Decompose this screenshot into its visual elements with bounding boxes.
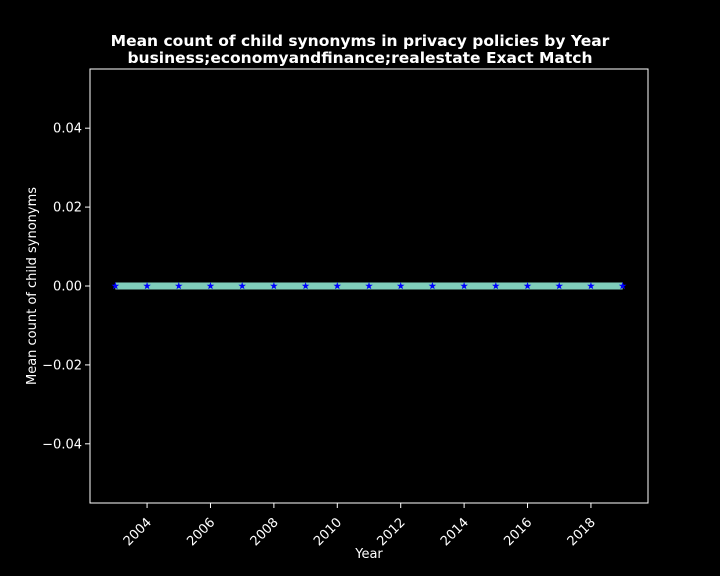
chart-subtitle: business;economyandfinance;realestate Ex… bbox=[127, 49, 593, 67]
x-axis-label: Year bbox=[354, 547, 383, 562]
x-tick-label: 2018 bbox=[565, 515, 599, 549]
data-point-star bbox=[365, 282, 373, 290]
data-point-star bbox=[143, 282, 151, 290]
data-point-star bbox=[270, 282, 278, 290]
chart-title: Mean count of child synonyms in privacy … bbox=[110, 32, 610, 50]
data-point-star bbox=[206, 282, 215, 290]
x-tick-label: 2016 bbox=[501, 515, 535, 549]
data-point-star bbox=[587, 282, 595, 290]
y-tick-label: 0.04 bbox=[53, 122, 82, 137]
y-axis: 0.04 0.02 0.00 −0.02 −0.04 bbox=[42, 122, 90, 452]
y-tick-label: 0.02 bbox=[53, 201, 82, 216]
data-point-star bbox=[460, 282, 468, 290]
data-point-star bbox=[428, 282, 437, 290]
data-point-star bbox=[396, 282, 405, 290]
data-point-star bbox=[492, 282, 500, 290]
series-layer bbox=[111, 282, 627, 290]
data-point-star bbox=[301, 282, 310, 290]
data-point-star bbox=[111, 282, 120, 290]
x-tick-label: 2014 bbox=[438, 515, 472, 549]
x-axis: 2004 2006 2008 2010 2012 2014 2016 2018 bbox=[121, 503, 599, 549]
x-tick-label: 2010 bbox=[311, 515, 345, 549]
data-point-star bbox=[238, 282, 246, 290]
x-tick-label: 2006 bbox=[184, 515, 218, 549]
data-point-star bbox=[618, 282, 627, 290]
x-tick-label: 2012 bbox=[375, 515, 409, 549]
data-point-star bbox=[523, 282, 532, 290]
x-tick-label: 2004 bbox=[121, 515, 155, 549]
data-point-star bbox=[333, 282, 342, 290]
y-tick-label: −0.04 bbox=[42, 437, 82, 452]
x-tick-label: 2008 bbox=[248, 515, 282, 549]
y-tick-label: 0.00 bbox=[53, 280, 82, 295]
data-point-star bbox=[174, 282, 183, 290]
y-tick-label: −0.02 bbox=[42, 358, 82, 373]
y-axis-label: Mean count of child synonyms bbox=[25, 187, 40, 385]
data-point-star bbox=[555, 282, 564, 290]
